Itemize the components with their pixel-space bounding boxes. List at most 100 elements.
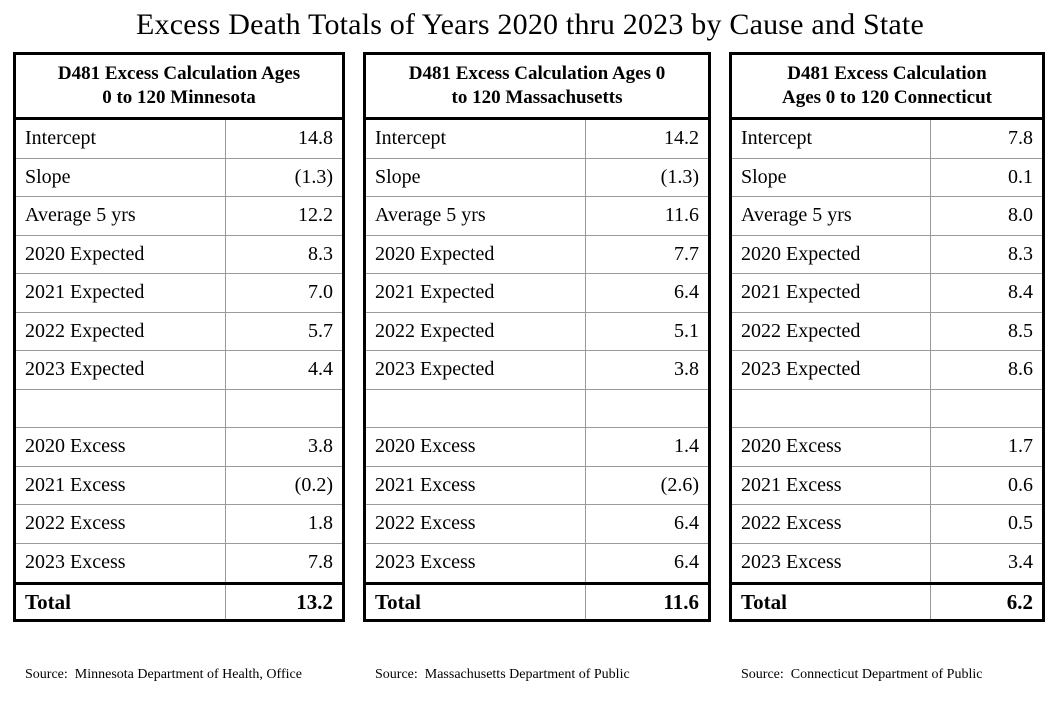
row-value: 0.5 bbox=[930, 505, 1042, 543]
row-label: 2023 Excess bbox=[25, 551, 126, 574]
row-label: Intercept bbox=[25, 127, 97, 150]
table-row: Slope (1.3) bbox=[366, 158, 708, 197]
row-label: Slope bbox=[25, 165, 71, 188]
table-row: 2020 Expected 7.7 bbox=[366, 235, 708, 274]
row-value: 6.4 bbox=[584, 543, 708, 582]
row-label: Slope bbox=[375, 165, 421, 188]
total-value: 13.2 bbox=[224, 585, 342, 619]
table-row: Intercept 14.2 bbox=[366, 120, 708, 159]
row-value: 8.0 bbox=[930, 197, 1042, 235]
row-value: 0.6 bbox=[930, 466, 1042, 504]
row-value: 1.7 bbox=[930, 428, 1042, 466]
row-label: 2022 Excess bbox=[741, 512, 842, 535]
total-label: Total bbox=[741, 589, 787, 614]
table-row: 2023 Excess 7.8 bbox=[16, 543, 342, 582]
row-value: 3.4 bbox=[930, 543, 1042, 582]
row-value: (1.3) bbox=[584, 158, 708, 196]
table-connecticut: D481 Excess Calculation Ages 0 to 120 Co… bbox=[729, 52, 1045, 622]
tables-container: D481 Excess Calculation Ages 0 to 120 Mi… bbox=[13, 52, 1060, 716]
table-row: 2021 Expected 6.4 bbox=[366, 274, 708, 313]
table-row: 2021 Excess (2.6) bbox=[366, 466, 708, 505]
table-row: Average 5 yrs 12.2 bbox=[16, 197, 342, 236]
table-massachusetts: D481 Excess Calculation Ages 0 to 120 Ma… bbox=[363, 52, 711, 622]
row-label: 2020 Excess bbox=[25, 435, 126, 458]
table-row: 2020 Expected 8.3 bbox=[16, 235, 342, 274]
spacer-row bbox=[732, 389, 1042, 428]
row-label: 2021 Excess bbox=[25, 473, 126, 496]
row-value: 1.4 bbox=[584, 428, 708, 466]
row-value bbox=[584, 389, 708, 427]
row-value: 12.2 bbox=[224, 197, 342, 235]
row-label: 2022 Expected bbox=[741, 319, 861, 342]
table-header-line: D481 Excess Calculation Ages bbox=[57, 63, 301, 84]
row-value: (1.3) bbox=[224, 158, 342, 196]
source-note-line: Source: Connecticut Department of Public bbox=[741, 667, 983, 682]
row-label: Slope bbox=[741, 165, 787, 188]
row-label: 2020 Expected bbox=[375, 242, 495, 265]
table-body: Intercept 7.8 Slope 0.1 Average 5 yrs 8.0 2020… bbox=[732, 120, 1042, 582]
row-label: 2023 Excess bbox=[741, 551, 842, 574]
row-label: 2022 Expected bbox=[375, 319, 495, 342]
row-value: 7.8 bbox=[224, 543, 342, 582]
row-label: 2021 Expected bbox=[375, 281, 495, 304]
row-value: 5.1 bbox=[584, 312, 708, 350]
table-row: Slope (1.3) bbox=[16, 158, 342, 197]
row-value: 7.0 bbox=[224, 274, 342, 312]
table-row: Intercept 7.8 bbox=[732, 120, 1042, 159]
row-value: 8.6 bbox=[930, 351, 1042, 389]
table-row: Intercept 14.8 bbox=[16, 120, 342, 159]
table-header-line: D481 Excess Calculation Ages 0 bbox=[408, 63, 666, 84]
table-row: 2023 Excess 3.4 bbox=[732, 543, 1042, 582]
row-label: 2021 Excess bbox=[375, 473, 476, 496]
spacer-row bbox=[16, 389, 342, 428]
row-value bbox=[930, 389, 1042, 427]
source-note-connecticut: Source: Connecticut Department of Public… bbox=[729, 632, 1045, 716]
row-label bbox=[366, 390, 585, 428]
total-row: Total 6.2 bbox=[732, 582, 1042, 619]
page-title: Excess Death Totals of Years 2020 thru 2… bbox=[136, 8, 924, 41]
source-note-minnesota: Source: Minnesota Department of Health, … bbox=[13, 632, 345, 716]
table-row: 2023 Excess 6.4 bbox=[366, 543, 708, 582]
row-value: 5.7 bbox=[224, 312, 342, 350]
total-label: Total bbox=[25, 589, 71, 614]
row-value: 3.8 bbox=[584, 351, 708, 389]
row-label: 2020 Expected bbox=[741, 242, 861, 265]
table-row: 2022 Expected 5.7 bbox=[16, 312, 342, 351]
row-label: Intercept bbox=[741, 127, 813, 150]
table-row: 2022 Excess 1.8 bbox=[16, 505, 342, 544]
table-row: Average 5 yrs 8.0 bbox=[732, 197, 1042, 236]
row-label: Average 5 yrs bbox=[25, 204, 136, 227]
row-label: 2022 Excess bbox=[375, 512, 476, 535]
row-label: 2023 Expected bbox=[375, 358, 495, 381]
table-header-line: D481 Excess Calculation bbox=[787, 63, 987, 84]
total-value: 6.2 bbox=[930, 585, 1042, 619]
row-value: 14.2 bbox=[584, 120, 708, 158]
row-value: 7.8 bbox=[930, 120, 1042, 158]
row-label bbox=[732, 390, 930, 428]
row-value: 8.3 bbox=[224, 235, 342, 273]
row-label: 2022 Expected bbox=[25, 319, 145, 342]
row-label: 2021 Excess bbox=[741, 473, 842, 496]
row-value: 11.6 bbox=[584, 197, 708, 235]
table-row: 2023 Expected 4.4 bbox=[16, 351, 342, 390]
table-body: Intercept 14.2 Slope (1.3) Average 5 yrs 11.6… bbox=[366, 120, 708, 582]
source-note-line: Source: Minnesota Department of Health, … bbox=[25, 667, 302, 682]
table-row: 2020 Excess 1.7 bbox=[732, 428, 1042, 467]
row-label: Intercept bbox=[375, 127, 447, 150]
state-column-minnesota: D481 Excess Calculation Ages 0 to 120 Mi… bbox=[13, 52, 345, 716]
table-minnesota: D481 Excess Calculation Ages 0 to 120 Mi… bbox=[13, 52, 345, 622]
row-label bbox=[16, 390, 225, 428]
row-value: (2.6) bbox=[584, 466, 708, 504]
table-row: Average 5 yrs 11.6 bbox=[366, 197, 708, 236]
row-label: 2023 Expected bbox=[741, 358, 861, 381]
state-column-massachusetts: D481 Excess Calculation Ages 0 to 120 Ma… bbox=[363, 52, 711, 716]
table-header-line: 0 to 120 Minnesota bbox=[102, 87, 256, 108]
table-row: 2021 Excess (0.2) bbox=[16, 466, 342, 505]
row-label: 2021 Expected bbox=[25, 281, 145, 304]
source-note-massachusetts: Source: Massachusetts Department of Publ… bbox=[363, 632, 711, 716]
total-label: Total bbox=[375, 589, 421, 614]
row-value: 7.7 bbox=[584, 235, 708, 273]
table-row: 2020 Expected 8.3 bbox=[732, 235, 1042, 274]
source-note-line: Source: Massachusetts Department of Publ… bbox=[375, 667, 630, 682]
